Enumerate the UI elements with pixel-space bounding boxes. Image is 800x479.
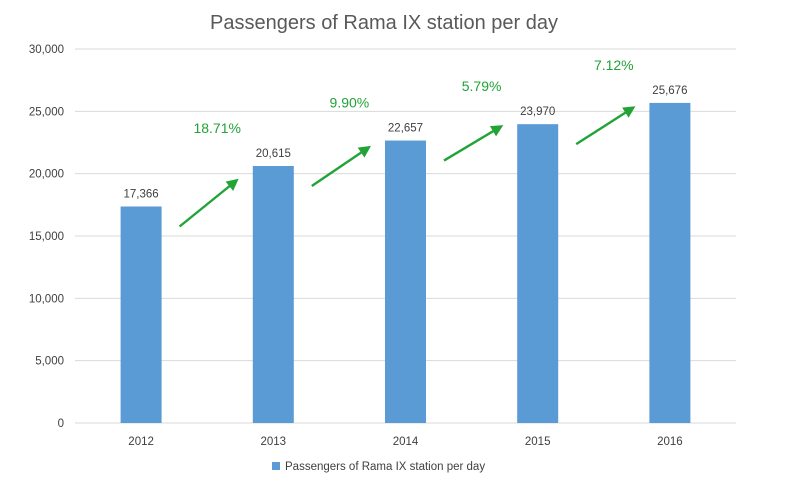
data-labels: 17,366 20,615 22,657 23,970 25,676 (124, 85, 688, 201)
growth-label: 7.12% (594, 57, 634, 73)
growth-label: 18.71% (193, 120, 240, 136)
bar (649, 102, 691, 423)
data-label: 25,676 (652, 85, 687, 97)
y-tick-label: 30,000 (29, 44, 64, 56)
growth-arrow (311, 145, 371, 187)
growth-label: 9.90% (330, 95, 370, 111)
y-tick-label: 0 (58, 418, 64, 430)
growth-arrow (575, 106, 636, 146)
bars (120, 102, 691, 424)
bar (252, 165, 294, 423)
x-tick-label: 2015 (525, 436, 551, 448)
y-tick-label: 5,000 (35, 356, 64, 368)
bar (517, 124, 559, 423)
chart-title: Passengers of Rama IX station per day (210, 12, 558, 34)
data-label: 20,615 (256, 148, 291, 160)
data-label: 17,366 (124, 189, 159, 201)
y-tick-label: 25,000 (29, 106, 64, 118)
growth-arrow (178, 178, 239, 228)
legend-swatch (272, 462, 280, 470)
y-tick-label: 15,000 (29, 231, 64, 243)
growth-arrow (443, 125, 504, 162)
legend-label: Passengers of Rama IX station per day (285, 461, 485, 473)
data-label: 22,657 (388, 123, 423, 135)
x-tick-label: 2012 (128, 436, 154, 448)
x-tick-label: 2014 (393, 436, 419, 448)
y-axis-ticks: 0 5,000 10,000 15,000 20,000 25,000 30,000 (29, 44, 64, 430)
legend: Passengers of Rama IX station per day (272, 461, 485, 473)
x-tick-label: 2013 (261, 436, 287, 448)
y-tick-label: 10,000 (29, 293, 64, 305)
growth-annotations: 18.71% 9.90% 5.79% 7.12% (178, 57, 636, 228)
bar (385, 140, 426, 424)
y-tick-label: 20,000 (29, 169, 64, 181)
bar (120, 206, 162, 423)
data-label: 23,970 (520, 106, 555, 118)
growth-label: 5.79% (462, 78, 502, 94)
x-axis-ticks: 2012 2013 2014 2015 2016 (128, 436, 682, 448)
x-tick-label: 2016 (657, 436, 683, 448)
